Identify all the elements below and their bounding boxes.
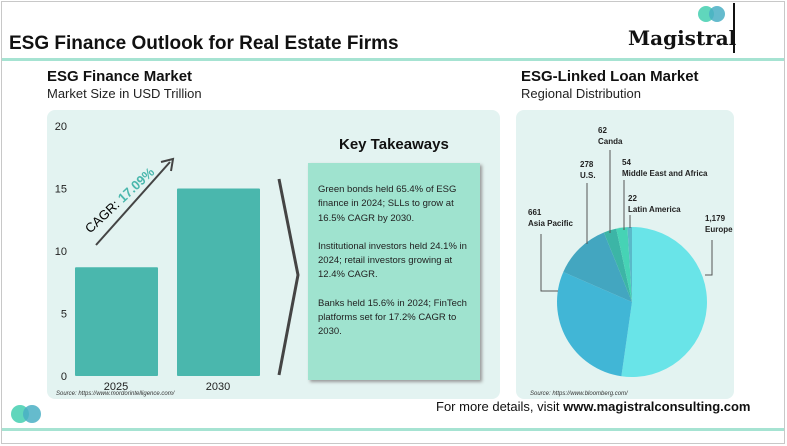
takeaway-item: Green bonds held 65.4% of ESG finance in… (318, 184, 457, 224)
cagr-arrowhead (160, 157, 175, 172)
pie-slice-latin-america (627, 227, 632, 302)
pie-slice-canda (603, 228, 632, 302)
x-tick-label: 2030 (206, 381, 230, 393)
pie-label-name: Canda (598, 136, 623, 146)
pie-label-value: 278 (580, 160, 594, 169)
pie-label: 62 Canda (598, 126, 622, 148)
cagr-arrow (95, 161, 171, 246)
takeaways-box: Green bonds held 65.4% of ESG finance in… (308, 163, 480, 380)
leader-line (540, 234, 558, 292)
pie-label: 278 U.S. (580, 160, 596, 182)
takeaways-title: Key Takeaways (339, 136, 449, 153)
y-tick-label: 0 (61, 371, 67, 383)
logo: Magistral (628, 26, 737, 50)
x-tick-label: 2025 (104, 381, 128, 393)
takeaway-item: Banks held 15.6% in 2024; FinTech platfo… (318, 297, 467, 338)
page-title: ESG Finance Outlook for Real Estate Firm… (9, 33, 399, 54)
pie-slice-asia-pacific (557, 271, 632, 377)
y-tick-label: 10 (55, 246, 67, 258)
takeaway-item: Institutional investors held 24.1% in 20… (318, 240, 467, 281)
pie-slice-middle-east-and-africa (616, 227, 632, 302)
pie-label-name: Europe (705, 224, 733, 234)
left-title: ESG Finance Market (47, 68, 193, 85)
footer-text: For more details, visit www.magistralcon… (436, 399, 750, 414)
left-subtitle: Market Size in USD Trillion (47, 86, 202, 101)
pie-label-value: 22 (628, 194, 637, 203)
pie-label-name: U.S. (580, 170, 596, 180)
footer-divider (2, 428, 784, 431)
pie-label-name: Middle East and Africa (622, 168, 708, 178)
pie-label: 22 Latin America (628, 194, 681, 216)
pie-label: 54 Middle East and Africa (622, 158, 708, 180)
footer-link[interactable]: www.magistralconsulting.com (563, 399, 751, 414)
y-tick-label: 20 (55, 121, 67, 133)
left-source: Source: https://www.mordorintelligence.c… (56, 391, 175, 397)
leader-line (705, 240, 713, 276)
header-divider (2, 58, 784, 61)
right-title: ESG-Linked Loan Market (521, 68, 699, 85)
logo-circles-icon (698, 6, 725, 22)
pie-label-value: 661 (528, 208, 542, 217)
pie-label: 661 Asia Pacific (528, 208, 573, 230)
pie-label: 1,179 Europe (705, 214, 733, 236)
bar-2025 (75, 267, 158, 376)
pie-label-name: Asia Pacific (528, 218, 573, 228)
right-source: Source: https://www.bloomberg.com/ (530, 391, 628, 397)
chevron-right-icon (277, 178, 300, 376)
logo-divider (733, 3, 735, 53)
pie-slice-europe (621, 227, 708, 377)
footer-logo-icon (11, 405, 41, 423)
pie-label-value: 62 (598, 126, 607, 135)
y-tick-label: 5 (61, 309, 67, 321)
pie-label-value: 1,179 (705, 214, 726, 223)
bar-2030 (177, 188, 260, 376)
y-tick-label: 15 (55, 184, 67, 196)
footer-prefix: For more details, visit (436, 399, 564, 414)
pie-label-value: 54 (622, 158, 631, 167)
right-subtitle: Regional Distribution (521, 86, 641, 101)
pie-slice-u-s- (563, 232, 632, 302)
pie-label-name: Latin America (628, 204, 681, 214)
